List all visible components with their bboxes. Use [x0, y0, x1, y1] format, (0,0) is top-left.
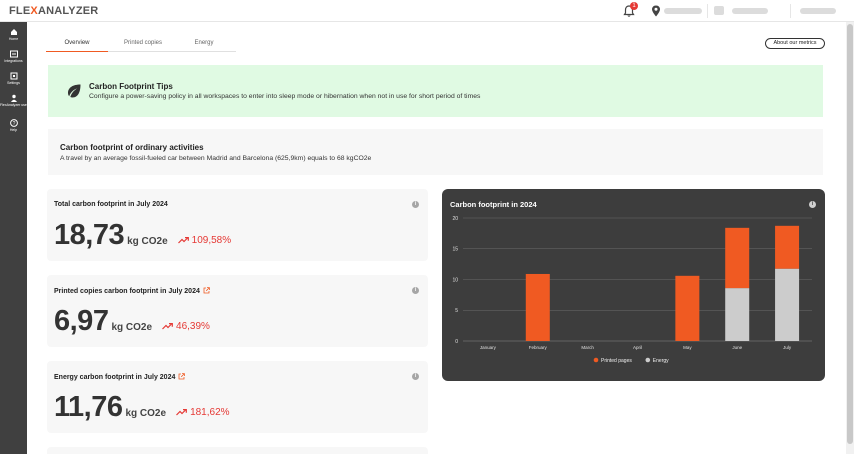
home-icon	[10, 29, 17, 35]
x-tick-label: March	[581, 345, 594, 350]
card-title: Energy carbon footprint in July 2024	[54, 373, 186, 381]
trend-change: 181,62%	[176, 407, 230, 418]
info-icon[interactable]: i	[412, 287, 419, 294]
sidebar-item-label: Home	[8, 37, 19, 41]
external-link-icon[interactable]	[203, 287, 210, 294]
divider	[707, 4, 708, 18]
legend-marker	[645, 357, 651, 363]
ordinary-activities-text: A travel by an average fossil-fueled car…	[60, 155, 372, 162]
sidebar: Home Integrations Settings FlexAnalyzer …	[0, 22, 30, 454]
total-footprint-card: Total carbon footprint in July 2024 i 18…	[47, 189, 428, 261]
sidebar-item-users[interactable]: FlexAnalyzer users	[0, 94, 30, 107]
metric-value: 11,76	[54, 391, 123, 423]
sidebar-item-settings[interactable]: Settings	[0, 72, 27, 85]
legend-label: Energy	[653, 358, 669, 364]
card-title: Printed copies carbon footprint in July …	[54, 287, 210, 295]
bar-printed-pages	[675, 275, 700, 341]
sidebar-item-label: Integrations	[4, 59, 23, 63]
y-tick-label: 5	[455, 308, 458, 314]
energy-footprint-card: Energy carbon footprint in July 2024 i 1…	[47, 361, 428, 433]
printed-copies-footprint-card: Printed copies carbon footprint in July …	[47, 275, 428, 347]
y-tick-label: 0	[455, 339, 458, 345]
trend-up-icon	[162, 323, 173, 330]
app-logo[interactable]: FLEXANALYZER	[9, 5, 99, 17]
card-title-text: Energy carbon footprint in July 2024	[54, 374, 176, 381]
top-bar: FLEXANALYZER 1	[0, 0, 854, 22]
next-card-partial	[47, 447, 428, 454]
legend-label: Printed pages	[601, 358, 632, 364]
stacked-bar-chart: 0 5 10 15 20 January February March April May June…	[452, 216, 812, 364]
metric-unit: kg CO2e	[127, 236, 168, 247]
x-tick-label: January	[480, 345, 497, 350]
trend-value: 181,62%	[190, 407, 230, 418]
carbon-tip-banner: Carbon Footprint Tips Configure a power-…	[48, 65, 823, 117]
scrollbar-thumb[interactable]	[847, 24, 853, 444]
y-tick-label: 15	[452, 247, 458, 253]
location-pin-icon[interactable]	[651, 5, 661, 17]
bar-printed-pages	[725, 227, 750, 289]
sidebar-item-integrations[interactable]: Integrations	[0, 50, 27, 63]
tab-bar: Overview Printed copies Energy	[46, 34, 236, 52]
metric-row: 18,73 kg CO2e 109,58%	[54, 219, 231, 252]
card-title-text: Printed copies carbon footprint in July …	[54, 288, 200, 295]
external-link-icon[interactable]	[178, 373, 186, 380]
tip-text: Configure a power-saving policy in all w…	[89, 93, 481, 100]
metric-value: 6,97	[54, 305, 109, 337]
trend-up-icon	[176, 409, 187, 416]
settings-icon	[10, 72, 17, 80]
ordinary-activities-title: Carbon footprint of ordinary activities	[60, 143, 204, 152]
integrations-icon	[9, 50, 18, 58]
sidebar-item-label: Settings	[7, 81, 20, 85]
metric-row: 11,76 kg CO2e 181,62%	[54, 391, 230, 424]
trend-change: 109,58%	[177, 235, 232, 246]
about-metrics-button[interactable]: About our metrics	[765, 38, 825, 49]
metric-value: 18,73	[54, 219, 125, 251]
ordinary-activities-panel: Carbon footprint of ordinary activities …	[48, 129, 823, 175]
divider	[790, 4, 791, 18]
x-tick-label: February	[529, 345, 548, 350]
chart-card: Carbon footprint in 2024 i 0 5 10 15 20 Janua…	[442, 189, 825, 381]
x-tick-label: May	[683, 345, 692, 350]
metric-row: 6,97 kg CO2e 46,39%	[54, 305, 210, 338]
trend-value: 46,39%	[176, 321, 210, 332]
metric-unit: kg CO2e	[111, 322, 153, 333]
trend-value: 109,58%	[191, 235, 232, 246]
bar-energy	[725, 288, 750, 341]
metric-unit: kg CO2e	[125, 408, 167, 419]
x-tick-label: April	[633, 345, 642, 350]
help-icon: ?	[9, 119, 18, 127]
notification-badge: 1	[630, 2, 638, 10]
svg-text:?: ?	[12, 121, 15, 127]
x-tick-label: July	[783, 345, 792, 350]
tab-overview[interactable]: Overview	[46, 34, 108, 52]
tip-title: Carbon Footprint Tips	[89, 82, 173, 91]
user-selector[interactable]	[732, 8, 768, 14]
sidebar-item-label: Help	[9, 128, 18, 132]
y-tick-label: 10	[452, 277, 458, 283]
y-tick-label: 20	[452, 216, 458, 222]
tab-printed-copies[interactable]: Printed copies	[123, 40, 163, 46]
info-icon[interactable]: i	[412, 373, 419, 380]
trend-up-icon	[177, 237, 189, 244]
legend-marker	[593, 357, 599, 363]
tab-energy[interactable]: Energy	[194, 40, 214, 46]
users-icon	[10, 94, 17, 102]
bar-energy	[775, 268, 800, 341]
sidebar-item-label: FlexAnalyzer users	[0, 103, 30, 107]
sidebar-item-home[interactable]: Home	[0, 28, 27, 41]
x-tick-label: June	[732, 345, 742, 350]
page-scrollbar[interactable]	[846, 22, 854, 454]
chart-title: Carbon footprint in 2024	[450, 200, 537, 209]
sidebar-item-help[interactable]: ? Help	[0, 119, 27, 132]
info-icon[interactable]: i	[412, 201, 419, 208]
trend-change: 46,39%	[162, 321, 210, 332]
info-icon[interactable]: i	[809, 201, 816, 208]
account-menu[interactable]	[800, 8, 836, 14]
card-title: Total carbon footprint in July 2024	[54, 201, 168, 208]
user-avatar[interactable]	[714, 6, 724, 15]
bar-printed-pages	[775, 225, 800, 269]
bar-printed-pages	[525, 273, 550, 341]
leaf-icon	[68, 84, 81, 98]
location-selector[interactable]	[664, 8, 702, 14]
